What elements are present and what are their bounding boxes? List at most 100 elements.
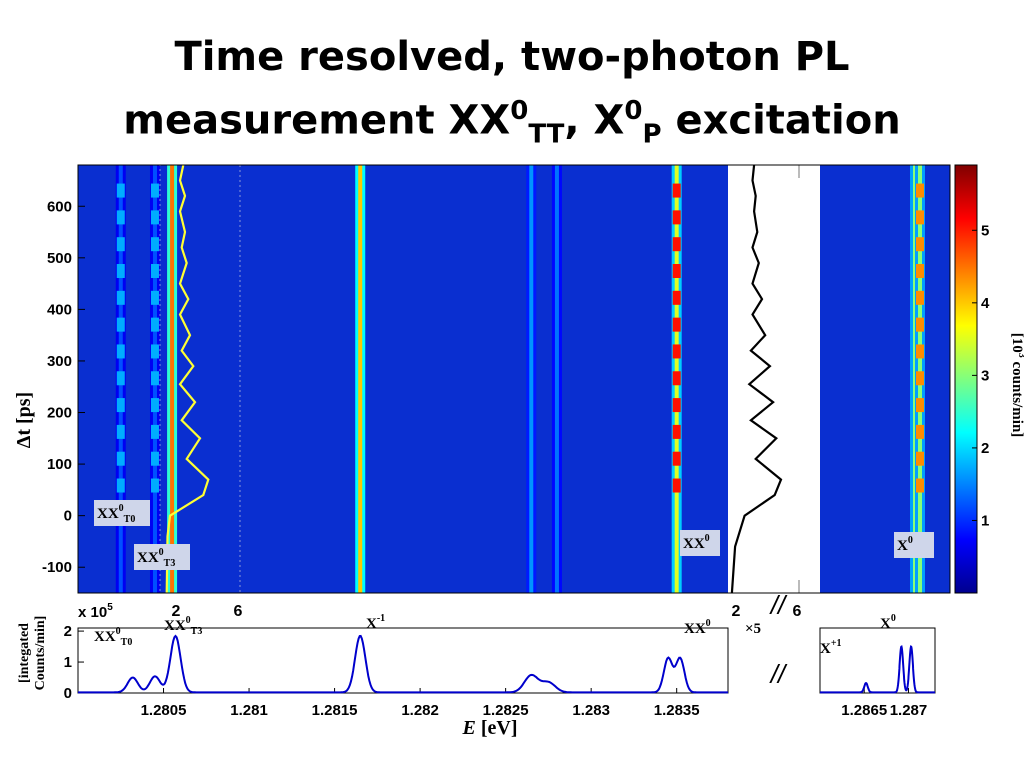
heatmap-frame bbox=[77, 164, 951, 594]
trace-top-label-4: 6 bbox=[793, 603, 802, 620]
spectrum-y-label-line2: Counts/min] bbox=[33, 616, 48, 691]
colorbar-tick-label: 2 bbox=[981, 440, 989, 457]
title-line-2: measurement XX0TT, X0P excitation bbox=[0, 84, 1024, 161]
slide-title: Time resolved, two-photon PL measurement… bbox=[0, 30, 1024, 161]
spectrum-y-label: [integatedCounts/min] bbox=[17, 616, 48, 691]
map-line-burst bbox=[150, 264, 159, 279]
heatmap-panel-left-background bbox=[78, 165, 728, 593]
map-y-tick-label: 200 bbox=[47, 405, 72, 422]
spectrum-line-left bbox=[78, 634, 728, 694]
spectrum-x-tick-label: 1.2835 bbox=[654, 702, 700, 719]
map-line-burst bbox=[672, 237, 681, 252]
map-line-label-base: X bbox=[897, 538, 908, 554]
map-line-burst bbox=[150, 237, 159, 252]
map-line-burst bbox=[672, 371, 681, 386]
map-line-5 bbox=[551, 165, 562, 593]
map-line-0 bbox=[115, 165, 126, 593]
map-y-tick-label: 300 bbox=[47, 353, 72, 370]
map-line-burst bbox=[916, 290, 924, 305]
spectrum-frame-left bbox=[77, 627, 729, 694]
spectrum-peak-label-sup: -1 bbox=[377, 613, 385, 624]
spectrum-x-tick-label: 1.2805 bbox=[141, 702, 187, 719]
map-line-label-box bbox=[94, 500, 150, 526]
map-line-label-sup: 0 bbox=[705, 533, 710, 544]
spectrum-y-tick-label: 2 bbox=[64, 623, 72, 640]
spectrum-y-tick-label: 1 bbox=[64, 654, 72, 671]
spectrum-x-tick-label: 1.281 bbox=[230, 702, 268, 719]
spectrum-peak-label-4: X+1 bbox=[820, 638, 842, 657]
spectrum-peak-label-sup: 0 bbox=[186, 615, 191, 626]
heatmap-panel-right bbox=[820, 165, 950, 593]
map-line-burst bbox=[116, 317, 125, 332]
spectrum-x-label: E [eV] bbox=[462, 717, 518, 739]
spectrum-peak-label-base: XX bbox=[684, 621, 706, 637]
map-line-6 bbox=[671, 165, 682, 593]
spectrum-peak-label-sub: T3 bbox=[191, 626, 203, 637]
map-line-burst bbox=[916, 451, 924, 466]
spectrum-scale-note: ×5 bbox=[745, 621, 761, 637]
spectrum-x-axis: 1.2805 1.281 1.2815 1.282 1.2825 1.283 1.2835 1… bbox=[141, 688, 927, 719]
colorbar-tick-label: 1 bbox=[981, 512, 989, 529]
spectrum-peak-label-base: X bbox=[880, 616, 891, 632]
map-line-burst bbox=[150, 478, 159, 493]
map-line-label-sub: T3 bbox=[164, 558, 176, 569]
spectrum-peak-label-base: X bbox=[820, 641, 831, 657]
map-line-burst bbox=[916, 264, 924, 279]
map-line-burst bbox=[150, 371, 159, 386]
break-mark-top: // bbox=[769, 590, 788, 620]
map-y-tick-label: 100 bbox=[47, 456, 72, 473]
spectrum-peak-label-sup: +1 bbox=[831, 638, 842, 649]
spectrum-peak-label-sup: 0 bbox=[116, 626, 121, 637]
spectrum-y-axis: 2 1 0 bbox=[64, 623, 84, 702]
map-line-burst bbox=[150, 290, 159, 305]
colorbar-label-sup: 3 bbox=[1016, 353, 1024, 358]
map-y-tick-label: -100 bbox=[42, 559, 72, 576]
map-line-burst bbox=[916, 317, 924, 332]
map-line-burst bbox=[150, 344, 159, 359]
map-line-label-box bbox=[894, 532, 934, 558]
map-line-label-text: X0 bbox=[897, 535, 913, 554]
spectrum-peak-label-sup: 0 bbox=[706, 618, 711, 629]
map-line-burst bbox=[672, 290, 681, 305]
title-separator: , X bbox=[564, 97, 625, 144]
heatmap-y-label: Δt [ps] bbox=[13, 392, 35, 448]
spectrum-peak-label-5: X0 bbox=[880, 613, 896, 632]
heatmap-panel-right-background bbox=[820, 165, 950, 593]
map-line-burst bbox=[916, 344, 924, 359]
trace-top-label-2: 6 bbox=[234, 603, 243, 620]
map-line-label-base: XX bbox=[137, 550, 159, 566]
spectrum-peak-label-base: XX bbox=[164, 618, 186, 634]
map-line-burst bbox=[116, 478, 125, 493]
heatmap-panel-left bbox=[78, 164, 728, 594]
map-line-burst bbox=[916, 424, 924, 439]
title-sub-2: P bbox=[642, 119, 662, 150]
map-line-label-box bbox=[680, 530, 720, 556]
trace-top-label-1: 2 bbox=[172, 603, 181, 620]
map-line-burst bbox=[672, 183, 681, 198]
map-line-burst bbox=[916, 210, 924, 225]
spectrum-peak-label-sub: T0 bbox=[121, 637, 133, 648]
map-line-burst bbox=[116, 290, 125, 305]
trace-top-label-3: 2 bbox=[732, 603, 741, 620]
map-line-burst bbox=[916, 183, 924, 198]
map-line-label-box bbox=[134, 544, 190, 570]
spectrum-plot: 210 1.2805 1.281 1.2815 1.282 1.2825 1.283 1.2… bbox=[17, 602, 936, 739]
map-y-tick-label: 400 bbox=[47, 301, 72, 318]
map-line-label-sup: 0 bbox=[908, 535, 913, 546]
spectrum-x-label-italic: E bbox=[462, 717, 476, 739]
title-sup-1: 0 bbox=[510, 96, 529, 126]
spectrum-y-tick-label: 0 bbox=[64, 685, 72, 702]
map-line-core bbox=[358, 165, 363, 593]
map-line-core bbox=[554, 165, 559, 593]
map-line-burst bbox=[672, 317, 681, 332]
map-line-burst bbox=[116, 424, 125, 439]
map-line-label-text: XX0T3 bbox=[137, 547, 175, 569]
title-sub-1: TT bbox=[528, 119, 565, 150]
trace-left bbox=[165, 164, 210, 594]
spectrum-peak-label-2: X-1 bbox=[366, 613, 385, 632]
map-line-burst bbox=[116, 237, 125, 252]
map-line-burst bbox=[116, 183, 125, 198]
map-line-label-3: X0 bbox=[894, 532, 934, 558]
